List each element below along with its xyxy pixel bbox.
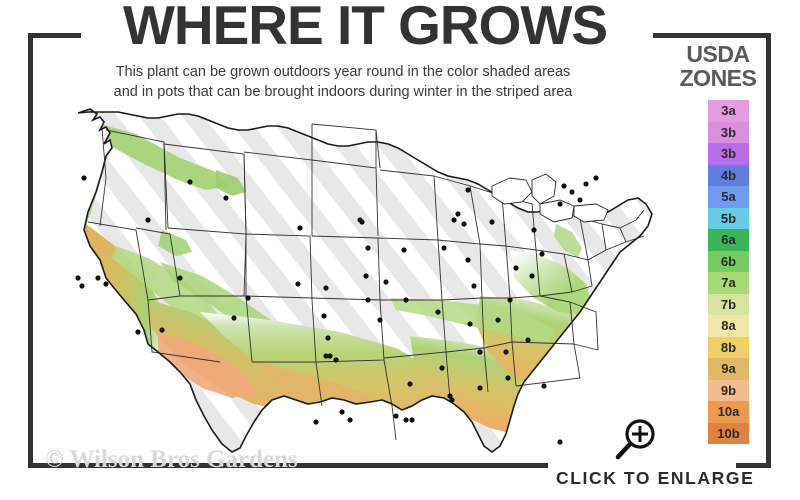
zone-swatch-3b-2: 3b bbox=[708, 143, 749, 165]
us-national-outline bbox=[77, 108, 653, 453]
zone-swatch-7a-8: 7a bbox=[708, 272, 749, 294]
frame-top-left-stub bbox=[28, 33, 81, 38]
click-to-enlarge-label[interactable]: CLICK TO ENLARGE bbox=[556, 468, 755, 488]
zone-swatch-8a-10: 8a bbox=[708, 315, 749, 337]
region-rockies-green-patch bbox=[158, 230, 192, 256]
subtitle-line-2: and in pots that can be brought indoors … bbox=[113, 84, 573, 100]
map-landmass bbox=[75, 108, 653, 453]
legend-title-line-1: USDA bbox=[686, 41, 750, 67]
page-title: WHERE IT GROWS bbox=[122, 0, 608, 56]
usda-hardiness-map bbox=[40, 100, 660, 460]
region-mid-atlantic bbox=[510, 250, 592, 316]
zone-swatch-4b-3: 4b bbox=[708, 164, 749, 186]
region-southwest bbox=[148, 300, 314, 412]
subtitle: This plant can be grown outdoors year ro… bbox=[48, 62, 638, 102]
region-cascades-green bbox=[98, 124, 228, 190]
zone-swatch-6b-7: 6b bbox=[708, 250, 749, 272]
zone-swatch-10a-14: 10a bbox=[708, 401, 749, 423]
frame-bottom-right-stub bbox=[736, 463, 771, 468]
region-appalachian-green bbox=[390, 298, 556, 344]
zone-swatch-3a-0: 3a bbox=[708, 100, 749, 122]
frame-right-border bbox=[766, 33, 771, 468]
zone-swatch-9b-13: 9b bbox=[708, 379, 749, 401]
magnifier-lens bbox=[625, 419, 655, 449]
us-map-svg bbox=[75, 108, 653, 453]
zone-swatch-5b-5: 5b bbox=[708, 207, 749, 229]
usda-zone-legend: 3a 3b 3b 4b 5a 5b 6a 6b 7a 7b 8a 8b 9a 9b 10a 10b bbox=[708, 100, 749, 444]
great-lakes bbox=[491, 173, 609, 223]
legend-title-line-2: ZONES bbox=[679, 65, 757, 91]
subtitle-line-1: This plant can be grown outdoors year ro… bbox=[115, 64, 571, 80]
zone-swatch-8b-11: 8b bbox=[708, 336, 749, 358]
zone-swatch-5a-4: 5a bbox=[708, 186, 749, 208]
frame-left-border bbox=[28, 33, 33, 468]
region-south-texas-tip bbox=[354, 416, 392, 452]
zone-swatch-9a-12: 9a bbox=[708, 358, 749, 380]
frame-bottom-left-border bbox=[28, 463, 548, 468]
region-idaho-green-lobe bbox=[216, 170, 246, 196]
region-florida bbox=[532, 386, 568, 452]
zone-swatch-6a-6: 6a bbox=[708, 229, 749, 251]
magnifier-icon[interactable] bbox=[613, 418, 659, 467]
frame-top-right-stub bbox=[653, 33, 771, 38]
city-dots bbox=[75, 175, 599, 445]
region-arizona-desert bbox=[158, 332, 256, 398]
watermark-credit: © Wilson Bros Gardens bbox=[45, 446, 298, 473]
zone-swatch-7b-9: 7b bbox=[708, 293, 749, 315]
zone-swatch-3b-1: 3b bbox=[708, 121, 749, 143]
region-coastal-northeast-green bbox=[554, 224, 582, 258]
legend-title: USDA ZONES bbox=[664, 42, 772, 90]
magnifier-handle bbox=[615, 441, 633, 460]
zone-swatch-10b-15: 10b bbox=[708, 422, 749, 444]
